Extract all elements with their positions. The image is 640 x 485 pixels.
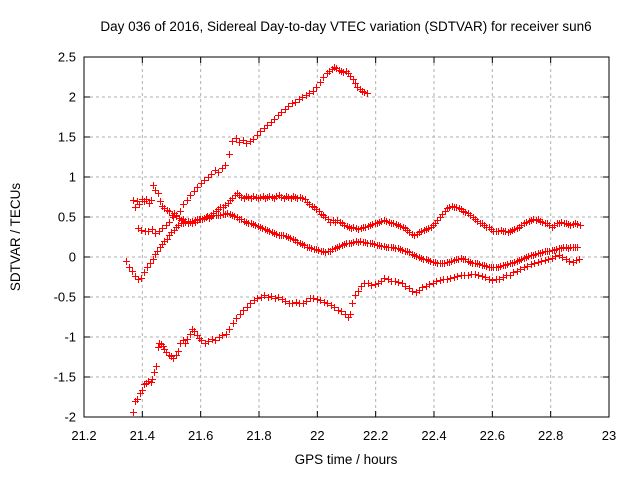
- y-tick-label: -1: [64, 330, 76, 345]
- x-tick-label: 22.6: [480, 428, 505, 443]
- x-tick-label: 22.4: [421, 428, 446, 443]
- y-tick-label: 0: [69, 250, 76, 265]
- y-tick-label: 2.5: [58, 50, 76, 65]
- series-1-steep-riser-markers: [135, 64, 371, 237]
- x-tick-label: 22.8: [538, 428, 563, 443]
- x-tick-label: 21.2: [71, 428, 96, 443]
- y-tick-label: 1.5: [58, 130, 76, 145]
- y-tick-label: -1.5: [54, 370, 76, 385]
- y-tick-label: 0.5: [58, 210, 76, 225]
- plot-border: [83, 56, 610, 418]
- x-axis-title: GPS time / hours: [295, 452, 398, 467]
- x-tick-label: 21.8: [246, 428, 271, 443]
- y-tick-label: -2: [64, 410, 76, 425]
- series-3-upper-track-markers: [130, 182, 584, 239]
- x-tick-label: 23: [602, 428, 616, 443]
- y-tick-label: 1: [69, 170, 76, 185]
- x-tick-label: 22.2: [363, 428, 388, 443]
- series-4-middle-track-markers: [123, 210, 581, 283]
- x-tick-label: 21.4: [130, 428, 155, 443]
- x-tick-label: 21.6: [188, 428, 213, 443]
- plot-dynamic-layer: 21.2 21.4 21.6 21.8 22 22.2 22.4 22.6 22.8 23 -2 -1…: [54, 50, 617, 444]
- y-tick-label: 2: [69, 90, 76, 105]
- y-tick-label: -0.5: [54, 290, 76, 305]
- x-tick-label: 22: [310, 428, 324, 443]
- y-axis-title: SDTVAR / TECUs: [8, 183, 23, 292]
- series-2-bottom-track-markers: [130, 252, 583, 416]
- chart-title: Day 036 of 2016, Sidereal Day-to-day VTE…: [100, 19, 591, 34]
